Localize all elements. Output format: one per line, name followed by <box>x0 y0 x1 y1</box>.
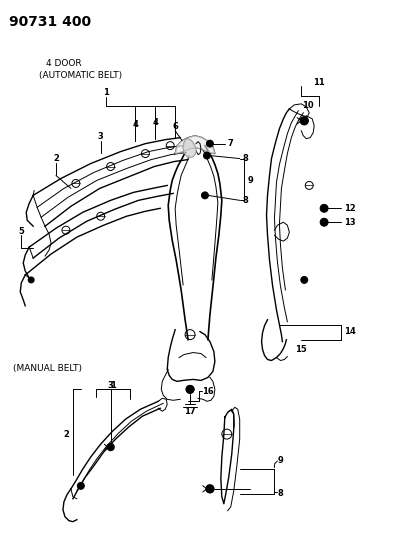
Circle shape <box>28 277 34 283</box>
Circle shape <box>206 140 214 147</box>
Text: 14: 14 <box>344 327 356 336</box>
Text: 90731 400: 90731 400 <box>10 15 91 29</box>
Text: 1: 1 <box>103 88 109 98</box>
Text: 6: 6 <box>172 122 178 131</box>
Polygon shape <box>175 136 215 154</box>
Circle shape <box>300 117 308 125</box>
Text: 12: 12 <box>344 204 356 213</box>
Text: 3: 3 <box>108 381 114 390</box>
Text: 8: 8 <box>243 154 249 163</box>
Text: 2: 2 <box>63 430 69 439</box>
Text: 13: 13 <box>344 218 356 227</box>
Text: (MANUAL BELT): (MANUAL BELT) <box>13 365 82 374</box>
Circle shape <box>202 192 208 199</box>
Text: 5: 5 <box>18 227 24 236</box>
Text: 8: 8 <box>243 196 249 205</box>
Text: 17: 17 <box>184 407 196 416</box>
Text: 4: 4 <box>133 120 139 129</box>
Text: (AUTOMATIC BELT): (AUTOMATIC BELT) <box>39 71 122 80</box>
Circle shape <box>77 482 84 489</box>
Text: 4: 4 <box>152 118 158 127</box>
Circle shape <box>186 385 194 393</box>
Circle shape <box>320 218 328 226</box>
Circle shape <box>204 152 210 159</box>
Text: 8: 8 <box>278 489 283 498</box>
Text: 15: 15 <box>295 345 307 354</box>
Circle shape <box>186 385 194 393</box>
Circle shape <box>107 443 114 450</box>
Text: 3: 3 <box>98 132 104 141</box>
Text: 9: 9 <box>278 456 283 465</box>
Text: 16: 16 <box>202 387 214 396</box>
Text: 4 DOOR: 4 DOOR <box>46 59 82 68</box>
Text: 9: 9 <box>248 176 253 185</box>
Text: 10: 10 <box>302 101 314 110</box>
Text: 1: 1 <box>110 381 116 390</box>
Text: 2: 2 <box>53 154 59 163</box>
Circle shape <box>320 204 328 212</box>
Polygon shape <box>183 139 196 158</box>
Text: 7: 7 <box>228 139 233 148</box>
Text: 11: 11 <box>313 78 325 87</box>
Circle shape <box>301 277 308 284</box>
Circle shape <box>206 485 214 493</box>
